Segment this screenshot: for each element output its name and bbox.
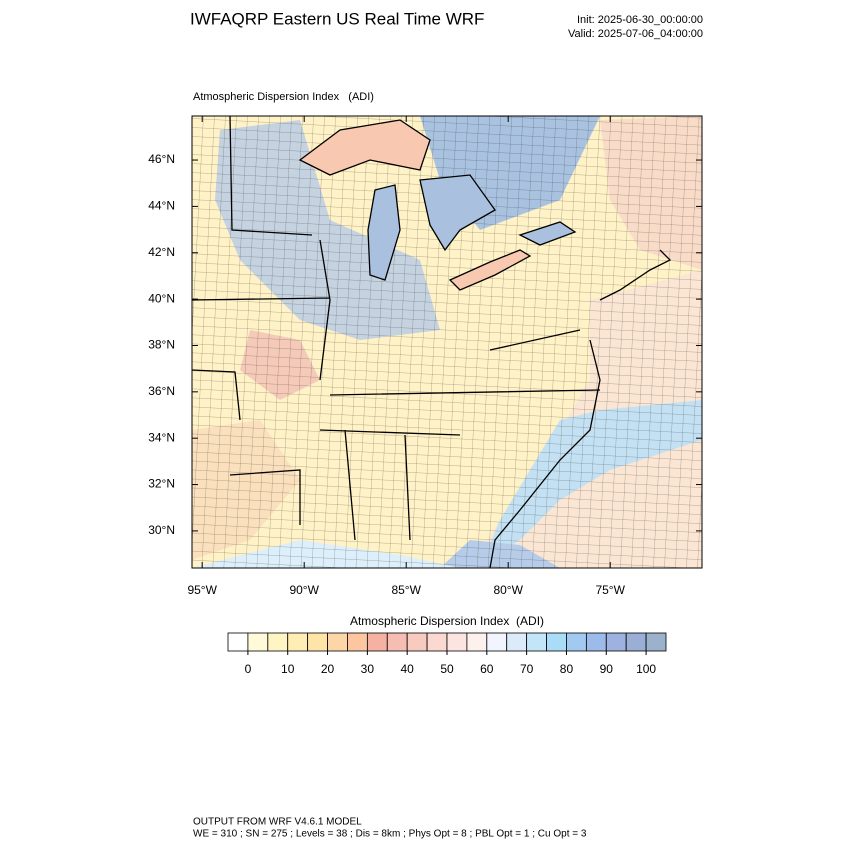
lon-tick-label: 80°W <box>493 583 523 597</box>
colorbar-box <box>466 632 488 652</box>
lat-tick-label: 42°N <box>148 245 175 259</box>
lon-tick-label: 85°W <box>391 583 421 597</box>
title: IWFAQRP Eastern US Real Time WRF <box>190 9 484 28</box>
lake-ontario <box>518 221 577 246</box>
colorbar-box <box>347 632 368 652</box>
colorbar-box <box>247 632 269 652</box>
lat-tick-label: 44°N <box>148 199 175 213</box>
colorbar-tick-label: 70 <box>520 662 534 676</box>
footer-line: OUTPUT FROM WRF V4.6.1 MODEL <box>193 817 362 828</box>
lon-tick-label: 90°W <box>289 583 319 597</box>
colorbar-box <box>426 632 448 652</box>
lat-tick-label: 34°N <box>148 430 175 444</box>
coastline <box>489 249 672 568</box>
colorbar-box <box>327 632 348 652</box>
colorbar-box <box>287 632 309 652</box>
colorbar-tick-label: 40 <box>401 662 415 676</box>
lake-huron <box>419 174 496 252</box>
lat-tick-label: 46°N <box>148 152 175 166</box>
colorbar-tick-label: 80 <box>560 662 574 676</box>
lat-tick-label: 40°N <box>148 291 175 305</box>
colorbar-box <box>645 632 667 652</box>
colorbar-box <box>585 632 607 652</box>
footer-line: WE = 310 ; SN = 275 ; Levels = 38 ; Dis … <box>193 829 587 840</box>
colorbar-box <box>307 632 328 652</box>
colorbar-tick-label: 90 <box>600 662 614 676</box>
lake-erie <box>448 249 532 291</box>
colorbar-box <box>406 632 428 652</box>
colorbar-tick-label: 60 <box>480 662 494 676</box>
colorbar-tick-label: 0 <box>245 662 252 676</box>
lat-tick-label: 38°N <box>148 338 175 352</box>
colorbar-box <box>605 632 627 652</box>
colorbar-tick-label: 50 <box>440 662 454 676</box>
map-subtitle: Atmospheric Dispersion Index (ADI) <box>193 91 374 103</box>
state-borders <box>192 116 601 541</box>
colorbar-box <box>506 632 528 652</box>
lat-tick-label: 32°N <box>148 477 175 491</box>
lake-michigan <box>367 184 401 281</box>
colorbar-title: Atmospheric Dispersion Index (ADI) <box>350 614 544 628</box>
lat-tick-label: 30°N <box>148 523 175 537</box>
lake-superior <box>298 119 431 176</box>
colorbar-box <box>267 632 289 652</box>
colorbar-tick-label: 30 <box>361 662 375 676</box>
colorbar-tick-label: 100 <box>636 662 656 676</box>
lat-tick-label: 36°N <box>148 384 175 398</box>
colorbar-box <box>386 632 408 652</box>
colorbar-box <box>446 632 468 652</box>
colorbar-box <box>227 632 249 652</box>
init-time: Init: 2025-06-30_00:00:00 <box>577 14 703 26</box>
lon-tick-label: 75°W <box>595 583 625 597</box>
colorbar: 0 10 20 30 40 50 60 70 80 90 100 <box>227 632 667 676</box>
valid-time: Valid: 2025-07-06_04:00:00 <box>568 28 703 40</box>
map <box>192 116 702 568</box>
lon-tick-label: 95°W <box>187 583 217 597</box>
colorbar-box <box>625 632 647 652</box>
colorbar-box <box>526 632 547 652</box>
colorbar-box <box>566 632 587 652</box>
colorbar-tick-label: 20 <box>321 662 335 676</box>
colorbar-box <box>546 632 567 652</box>
colorbar-tick-label: 10 <box>281 662 295 676</box>
map-frame <box>191 115 703 569</box>
colorbar-box <box>366 632 388 652</box>
colorbar-box <box>486 632 508 652</box>
